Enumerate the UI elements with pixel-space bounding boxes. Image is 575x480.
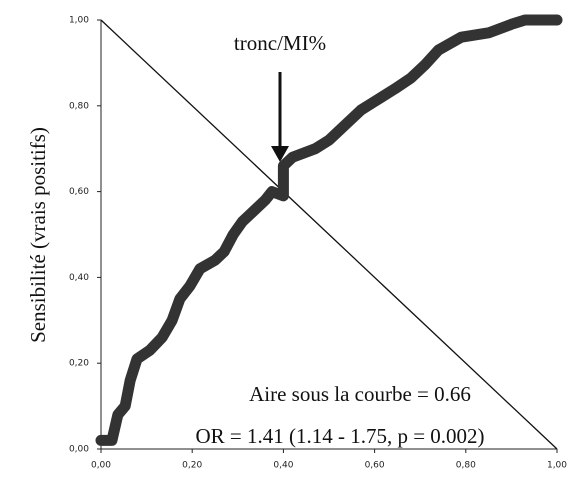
x-tick-label: 0,60 [365,461,385,471]
y-tick-label: 0,20 [69,359,89,369]
annotation: OR = 1.41 (1.14 - 1.75, p = 0.002) [195,424,484,448]
x-tick-label: 0,40 [273,461,293,471]
x-tick-label: 1,00 [547,461,567,471]
diagonal [100,19,558,450]
y-tick-label: 0,60 [69,187,89,197]
roc-curve [95,14,563,446]
y-tick-label: 0,80 [69,101,89,111]
y-tick-label: 1,00 [69,16,89,26]
annotation: Aire sous la courbe = 0.66 [249,382,471,406]
arrow-head [271,146,289,162]
y-tick-label: 0,40 [69,273,89,283]
x-tick-label: 0,80 [456,461,476,471]
x-tick-label: 0,00 [91,461,111,471]
x-tick-label: 0,20 [182,461,202,471]
annotation: tronc/MI% [234,31,326,55]
y-tick-label: 0,00 [69,445,89,455]
y-axis-label: Sensibilité (vrais positifs) [26,127,50,343]
